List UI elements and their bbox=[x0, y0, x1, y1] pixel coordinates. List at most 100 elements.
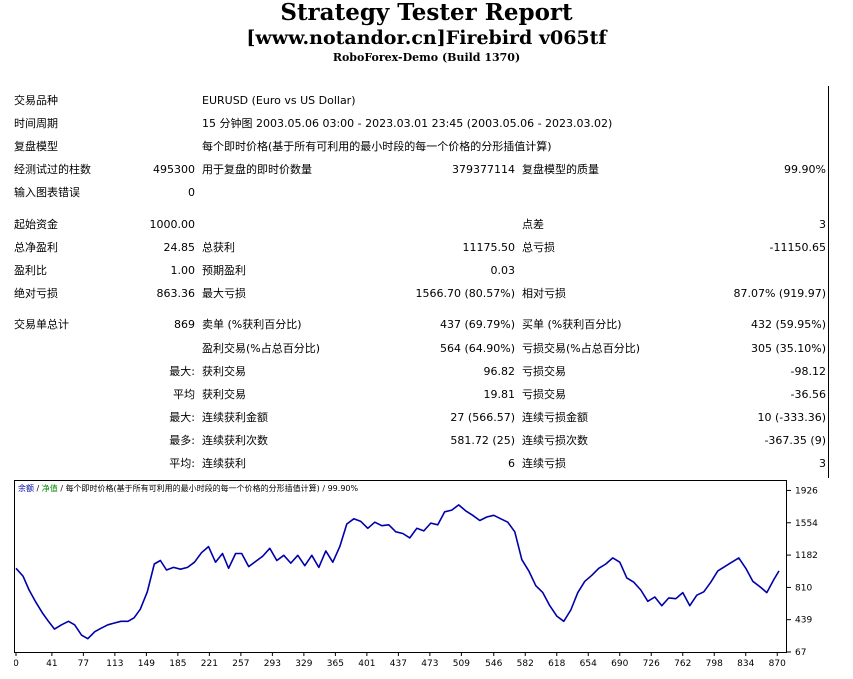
x-tick-label: 798 bbox=[706, 659, 723, 669]
stat-f-r8: 87.07% (919.97) bbox=[733, 287, 826, 300]
stat-c-r13: 连续获利金额 bbox=[202, 411, 268, 424]
stat-a-r8: 绝对亏损 bbox=[14, 287, 58, 300]
x-tick-label: 149 bbox=[138, 659, 155, 669]
x-tick-label: 546 bbox=[485, 659, 502, 669]
stat-a-r3: 经测试过的柱数 bbox=[14, 163, 91, 176]
stat-d-r3: 379377114 bbox=[452, 163, 515, 176]
stat-f-r3: 99.90% bbox=[784, 163, 826, 176]
x-tick-label: 618 bbox=[548, 659, 565, 669]
y-tick-label: 67 bbox=[795, 648, 806, 658]
stat-b-r9: 869 bbox=[174, 318, 195, 331]
stat-d-r8: 1566.70 (80.57%) bbox=[415, 287, 515, 300]
stat-f-r10: 305 (35.10%) bbox=[750, 342, 826, 355]
stat-a-r6: 总净盈利 bbox=[14, 241, 58, 254]
stat-c-r9: 卖单 (%获利百分比) bbox=[202, 318, 302, 331]
stat-d-r13: 27 (566.57) bbox=[450, 411, 515, 424]
stat-e-r12: 亏损交易 bbox=[522, 388, 566, 401]
stat-b-r4: 0 bbox=[188, 186, 195, 199]
stat-d-r10: 564 (64.90%) bbox=[439, 342, 515, 355]
stat-c-r12: 获利交易 bbox=[202, 388, 246, 401]
balance-chart-svg: 67 439 810 1182 1554 1926 0 41 77 113 149 185 221 257… bbox=[13, 480, 818, 669]
stat-bl-r1: 15 分钟图 2003.05.06 03:00 - 2023.03.01 23:… bbox=[202, 117, 613, 130]
stat-b-r15: 平均: bbox=[169, 457, 195, 470]
stat-d-r9: 437 (69.79%) bbox=[439, 318, 515, 331]
build-info: RoboForex-Demo (Build 1370) bbox=[332, 51, 521, 64]
stat-c-r10: 盈利交易(%占总百分比) bbox=[202, 342, 321, 355]
x-tick-label: 654 bbox=[580, 659, 597, 669]
y-tick-label: 1554 bbox=[795, 519, 818, 529]
x-tick-label: 329 bbox=[295, 659, 312, 669]
stat-b-r5: 1000.00 bbox=[149, 218, 196, 231]
stat-d-r14: 581.72 (25) bbox=[450, 434, 515, 447]
stat-f-r9: 432 (59.95%) bbox=[750, 318, 826, 331]
stat-a-r2: 复盘模型 bbox=[14, 140, 58, 153]
x-tick-label: 473 bbox=[421, 659, 438, 669]
legend-equity: 净值 bbox=[42, 483, 58, 493]
stat-f-r15: 3 bbox=[819, 457, 826, 470]
stat-e-r10: 亏损交易(%占总百分比) bbox=[522, 342, 641, 355]
stat-c-r11: 获利交易 bbox=[202, 365, 246, 378]
stat-e-r8: 相对亏损 bbox=[522, 287, 566, 300]
legend-sep1: / bbox=[34, 484, 42, 493]
x-tick-label: 0 bbox=[14, 659, 19, 669]
stat-a-r0: 交易品种 bbox=[14, 94, 58, 107]
x-tick-label: 834 bbox=[737, 659, 754, 669]
stat-d-r12: 19.81 bbox=[483, 388, 516, 401]
x-tick-label: 870 bbox=[769, 659, 786, 669]
stat-b-r6: 24.85 bbox=[163, 241, 196, 254]
stat-b-r8: 863.36 bbox=[156, 287, 196, 300]
stat-f-r13: 10 (-333.36) bbox=[757, 411, 826, 424]
stat-b-r13: 最大: bbox=[169, 411, 195, 424]
stat-e-r11: 亏损交易 bbox=[522, 365, 566, 378]
stat-e-r5: 点差 bbox=[522, 218, 544, 231]
stat-e-r14: 连续亏损次数 bbox=[522, 434, 588, 447]
stat-f-r11: -98.12 bbox=[790, 365, 826, 378]
stat-b-r11: 最大: bbox=[169, 365, 195, 378]
legend-sep2: / bbox=[58, 484, 66, 493]
legend-balance: 余额 bbox=[18, 483, 34, 493]
x-tick-label: 401 bbox=[358, 659, 375, 669]
stat-b-r12: 平均 bbox=[173, 388, 195, 401]
stat-bl-r2: 每个即时价格(基于所有可利用的最小时段的每一个价格的分形插值计算) bbox=[202, 140, 552, 153]
x-tick-label: 365 bbox=[327, 659, 344, 669]
stat-e-r15: 连续亏损 bbox=[522, 457, 566, 470]
x-tick-label: 77 bbox=[78, 659, 89, 669]
stat-b-r14: 最多: bbox=[169, 434, 195, 447]
stat-a-r9: 交易单总计 bbox=[14, 318, 69, 331]
stat-bl-r0: EURUSD (Euro vs US Dollar) bbox=[202, 94, 356, 107]
x-tick-label: 690 bbox=[611, 659, 628, 669]
stat-d-r7: 0.03 bbox=[490, 264, 516, 277]
report-title: Strategy Tester Report bbox=[280, 0, 573, 26]
stat-c-r14: 连续获利次数 bbox=[202, 434, 268, 447]
legend-sep3: / bbox=[320, 484, 328, 493]
x-tick-label: 257 bbox=[232, 659, 249, 669]
stat-a-r1: 时间周期 bbox=[14, 117, 58, 130]
plot-frame bbox=[14, 480, 787, 653]
stat-b-r7: 1.00 bbox=[170, 264, 196, 277]
stat-a-r5: 起始资金 bbox=[14, 218, 58, 231]
stat-c-r3: 用于复盘的即时价数量 bbox=[202, 163, 312, 176]
stat-c-r7: 预期盈利 bbox=[202, 264, 246, 277]
stat-e-r3: 复盘模型的质量 bbox=[522, 163, 599, 176]
y-tick-label: 439 bbox=[795, 616, 812, 626]
x-tick-label: 726 bbox=[643, 659, 660, 669]
stat-a-r7: 盈利比 bbox=[14, 264, 47, 277]
x-tick-label: 41 bbox=[46, 659, 57, 669]
stat-e-r6: 总亏损 bbox=[522, 241, 555, 254]
stat-d-r6: 11175.50 bbox=[462, 241, 516, 254]
x-tick-label: 221 bbox=[201, 659, 218, 669]
stat-b-r3: 495300 bbox=[153, 163, 195, 176]
stat-f-r5: 3 bbox=[819, 218, 826, 231]
stat-a-r4: 输入图表错误 bbox=[14, 186, 80, 199]
legend-model: 每个即时价格(基于所有可利用的最小时段的每一个价格的分形插值计算) bbox=[66, 483, 320, 493]
stat-c-r6: 总获利 bbox=[202, 241, 235, 254]
stat-f-r6: -11150.65 bbox=[769, 241, 826, 254]
stat-d-r11: 96.82 bbox=[483, 365, 516, 378]
x-tick-label: 185 bbox=[169, 659, 186, 669]
stat-e-r9: 买单 (%获利百分比) bbox=[522, 318, 622, 331]
stat-c-r8: 最大亏损 bbox=[202, 287, 246, 300]
x-tick-label: 509 bbox=[453, 659, 470, 669]
y-tick-label: 1182 bbox=[795, 551, 818, 561]
y-tick-label: 1926 bbox=[795, 486, 818, 496]
stat-f-r12: -36.56 bbox=[790, 388, 826, 401]
